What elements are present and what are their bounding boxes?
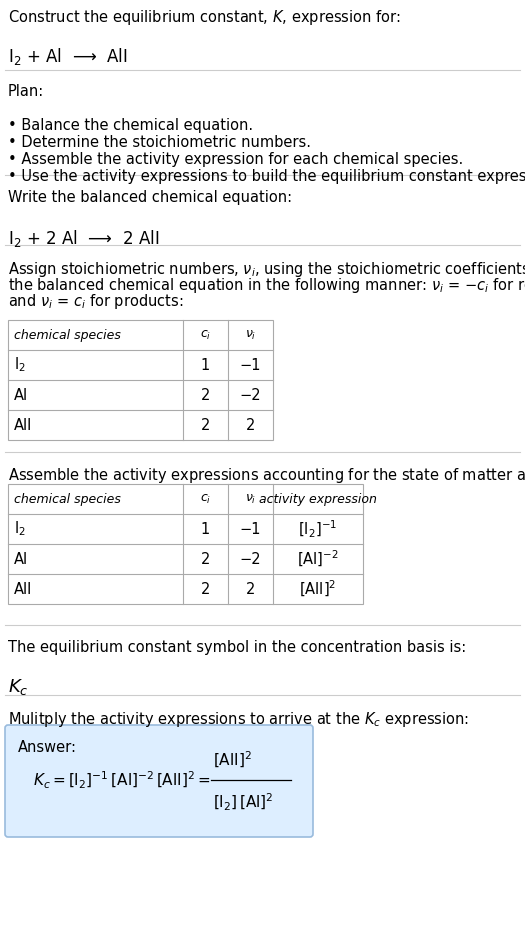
Text: Plan:: Plan: — [8, 84, 44, 99]
Bar — [8, 320, 273, 440]
Text: Al: Al — [14, 551, 28, 566]
Text: Construct the equilibrium constant, $K$, expression for:: Construct the equilibrium constant, $K$,… — [8, 8, 401, 27]
Bar — [8, 484, 363, 604]
Text: Assign stoichiometric numbers, $\mathit{\nu_i}$, using the stoichiometric coeffi: Assign stoichiometric numbers, $\mathit{… — [8, 260, 525, 279]
Text: −2: −2 — [240, 551, 261, 566]
Text: −1: −1 — [240, 522, 261, 537]
Text: 2: 2 — [246, 417, 255, 432]
Text: Mulitply the activity expressions to arrive at the $K_c$ expression:: Mulitply the activity expressions to arr… — [8, 710, 469, 729]
Text: −1: −1 — [240, 358, 261, 372]
Text: 1: 1 — [201, 522, 210, 537]
Text: chemical species: chemical species — [14, 329, 121, 342]
Text: 1: 1 — [201, 358, 210, 372]
Text: AlI: AlI — [14, 417, 33, 432]
Text: $\mathrm{I_2}$ + 2 Al  ⟶  2 AlI: $\mathrm{I_2}$ + 2 Al ⟶ 2 AlI — [8, 228, 160, 249]
Text: $[\mathrm{AlI}]^{2}$: $[\mathrm{AlI}]^{2}$ — [299, 579, 337, 599]
Text: chemical species: chemical species — [14, 493, 121, 506]
Text: • Determine the stoichiometric numbers.: • Determine the stoichiometric numbers. — [8, 135, 311, 150]
Text: AlI: AlI — [14, 581, 33, 596]
Text: Answer:: Answer: — [18, 740, 77, 755]
Text: −2: −2 — [240, 387, 261, 402]
Text: activity expression: activity expression — [259, 493, 377, 506]
Text: Write the balanced chemical equation:: Write the balanced chemical equation: — [8, 190, 292, 205]
Text: 2: 2 — [246, 581, 255, 596]
Text: and $\mathit{\nu_i}$ = $\mathit{c_i}$ for products:: and $\mathit{\nu_i}$ = $\mathit{c_i}$ fo… — [8, 292, 183, 311]
Text: Al: Al — [14, 387, 28, 402]
Text: $K_c$: $K_c$ — [8, 677, 28, 697]
Text: $\nu_i$: $\nu_i$ — [245, 329, 256, 342]
Text: $\mathrm{I_2}$ + Al  ⟶  AlI: $\mathrm{I_2}$ + Al ⟶ AlI — [8, 46, 128, 67]
Text: $\mathrm{I_2}$: $\mathrm{I_2}$ — [14, 356, 26, 374]
Text: $K_c = [\mathrm{I_2}]^{-1}\,[\mathrm{Al}]^{-2}\,[\mathrm{AlI}]^{2} = $: $K_c = [\mathrm{I_2}]^{-1}\,[\mathrm{Al}… — [33, 770, 211, 790]
Text: The equilibrium constant symbol in the concentration basis is:: The equilibrium constant symbol in the c… — [8, 640, 466, 655]
Text: • Balance the chemical equation.: • Balance the chemical equation. — [8, 118, 253, 133]
Text: $[\mathrm{Al}]^{-2}$: $[\mathrm{Al}]^{-2}$ — [297, 549, 339, 569]
Text: $\mathrm{I_2}$: $\mathrm{I_2}$ — [14, 520, 26, 538]
Text: • Use the activity expressions to build the equilibrium constant expression.: • Use the activity expressions to build … — [8, 169, 525, 184]
Text: $[\mathrm{I_2}]^{-1}$: $[\mathrm{I_2}]^{-1}$ — [298, 518, 338, 540]
Text: 2: 2 — [201, 417, 210, 432]
Text: • Assemble the activity expression for each chemical species.: • Assemble the activity expression for e… — [8, 152, 463, 167]
Text: $c_i$: $c_i$ — [200, 493, 211, 506]
Text: $c_i$: $c_i$ — [200, 329, 211, 342]
FancyBboxPatch shape — [5, 725, 313, 837]
Text: 2: 2 — [201, 551, 210, 566]
Text: $\nu_i$: $\nu_i$ — [245, 493, 256, 506]
Text: 2: 2 — [201, 581, 210, 596]
Text: $[\mathrm{AlI}]^{2}$: $[\mathrm{AlI}]^{2}$ — [213, 750, 252, 770]
Text: $[\mathrm{I_2}]\,[\mathrm{Al}]^{2}$: $[\mathrm{I_2}]\,[\mathrm{Al}]^{2}$ — [213, 792, 274, 813]
Text: Assemble the activity expressions accounting for the state of matter and $\mathi: Assemble the activity expressions accoun… — [8, 466, 525, 485]
Text: the balanced chemical equation in the following manner: $\mathit{\nu_i}$ = −$\ma: the balanced chemical equation in the fo… — [8, 276, 525, 295]
Text: 2: 2 — [201, 387, 210, 402]
